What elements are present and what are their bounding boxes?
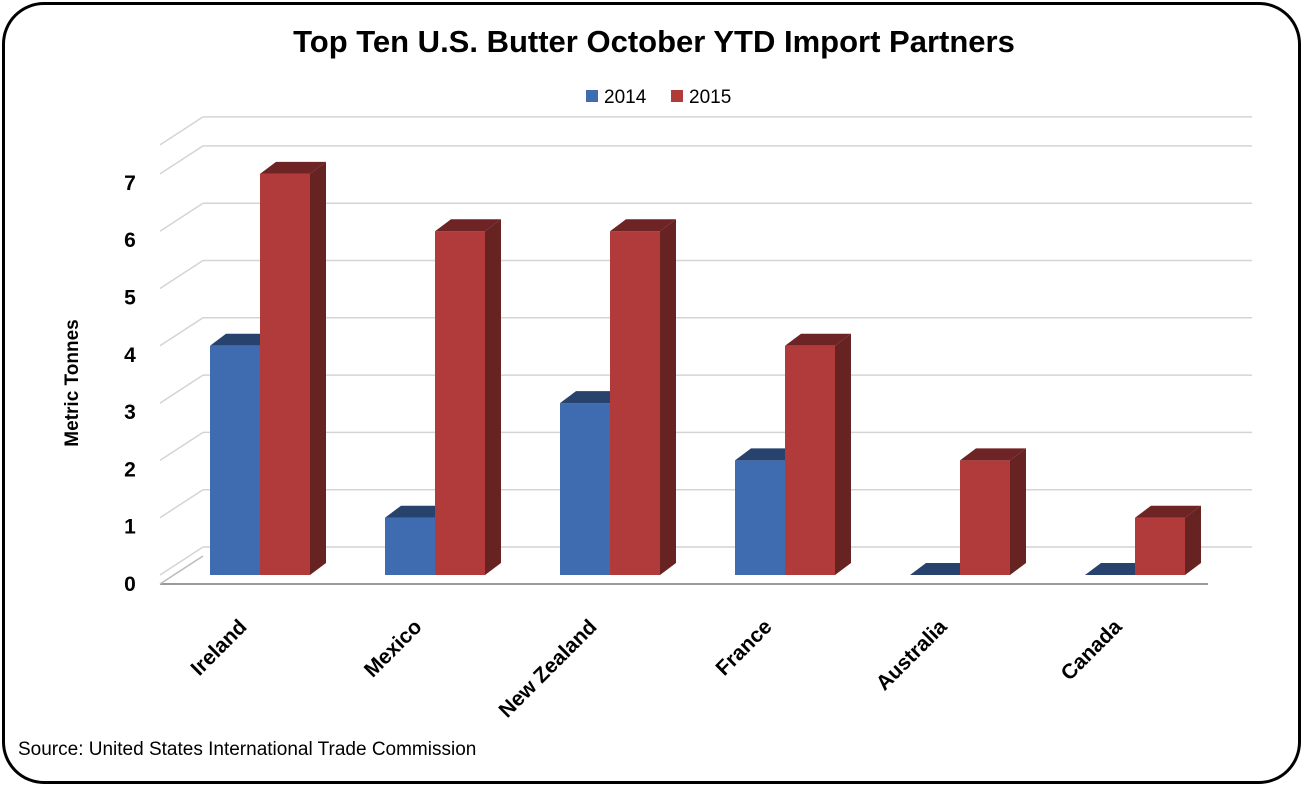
bar-2015-canada <box>1135 505 1201 575</box>
bar-2015-new-zealand <box>610 219 676 575</box>
category-label: France <box>712 615 777 680</box>
legend-label-2015: 2015 <box>689 87 731 108</box>
category-label: Ireland <box>187 615 252 680</box>
bar-side <box>1010 448 1026 575</box>
bar-top <box>1085 563 1151 575</box>
category-label: New Zealand <box>494 615 601 722</box>
gridline-side <box>159 317 204 347</box>
bar-front <box>260 173 310 575</box>
bar-top <box>210 333 276 346</box>
bars <box>210 161 1201 575</box>
bar-top <box>260 161 326 174</box>
bar-2015-australia <box>960 448 1026 575</box>
bar-front <box>435 231 485 575</box>
bar-top <box>1135 505 1201 518</box>
bar-2014-canada <box>1085 563 1151 575</box>
y-tick-label: 5 <box>124 287 136 310</box>
bar-front <box>385 517 435 575</box>
gridline-side <box>159 374 204 404</box>
bar-2014-new-zealand <box>560 391 626 575</box>
y-tick-labels: 0 1 2 3 4 5 6 7 <box>124 172 136 596</box>
floor-side-edge <box>159 555 204 585</box>
bar-top <box>610 219 676 232</box>
bar-2014-ireland <box>210 333 276 575</box>
bar-2015-mexico <box>435 219 501 575</box>
bar-side <box>1185 505 1201 575</box>
bar-top <box>560 391 626 404</box>
gridline-side <box>159 489 204 519</box>
bar-top <box>435 219 501 232</box>
category-label: Mexico <box>360 615 427 682</box>
bar-2015-ireland <box>260 161 326 575</box>
bar-side <box>660 219 676 575</box>
bar-side <box>310 161 326 575</box>
gridline-side <box>159 145 204 175</box>
bar-top <box>910 563 976 575</box>
category-label: Australia <box>872 615 952 695</box>
legend-label-2014: 2014 <box>604 87 647 108</box>
axes <box>159 555 1208 585</box>
bar-top <box>785 333 851 346</box>
bar-front <box>785 345 835 575</box>
legend: 2014 2015 <box>586 87 731 108</box>
y-tick-label: 0 <box>124 573 136 596</box>
gridlines <box>159 116 1252 576</box>
bar-2015-france <box>785 333 851 575</box>
bar-front <box>560 403 610 575</box>
bar-2014-mexico <box>385 505 451 575</box>
bar-top <box>735 448 801 461</box>
bar-2014-australia <box>910 563 976 575</box>
bar-top <box>385 505 451 518</box>
bar-front <box>735 460 785 575</box>
gridline-side <box>159 259 204 290</box>
bar-front <box>960 460 1010 575</box>
legend-swatch-2014 <box>586 90 598 102</box>
source-note: Source: United States International Trad… <box>18 739 476 760</box>
gridline-side <box>159 202 204 232</box>
bar-top <box>960 448 1026 461</box>
y-tick-label: 4 <box>124 344 136 367</box>
bar-2014-france <box>735 448 801 575</box>
y-tick-label: 7 <box>124 172 136 195</box>
gridline-side <box>159 431 204 462</box>
y-tick-label: 6 <box>124 229 136 252</box>
y-tick-label: 1 <box>124 516 136 539</box>
legend-swatch-2015 <box>671 90 683 102</box>
bar-side <box>485 219 501 575</box>
y-tick-label: 3 <box>124 401 136 424</box>
y-tick-label: 2 <box>124 458 136 481</box>
gridline-side <box>159 116 204 146</box>
category-label: Canada <box>1057 615 1127 685</box>
bar-front <box>210 345 260 575</box>
bar-front <box>610 231 660 575</box>
bar-side <box>835 333 851 575</box>
category-labels: Ireland Mexico New Zealand France Australia C… <box>187 615 1127 722</box>
y-axis-label: Metric Tonnes <box>62 319 83 446</box>
bar-front <box>1135 517 1185 575</box>
chart-title: Top Ten U.S. Butter October YTD Import P… <box>293 24 1015 59</box>
gridline-side <box>159 546 204 576</box>
